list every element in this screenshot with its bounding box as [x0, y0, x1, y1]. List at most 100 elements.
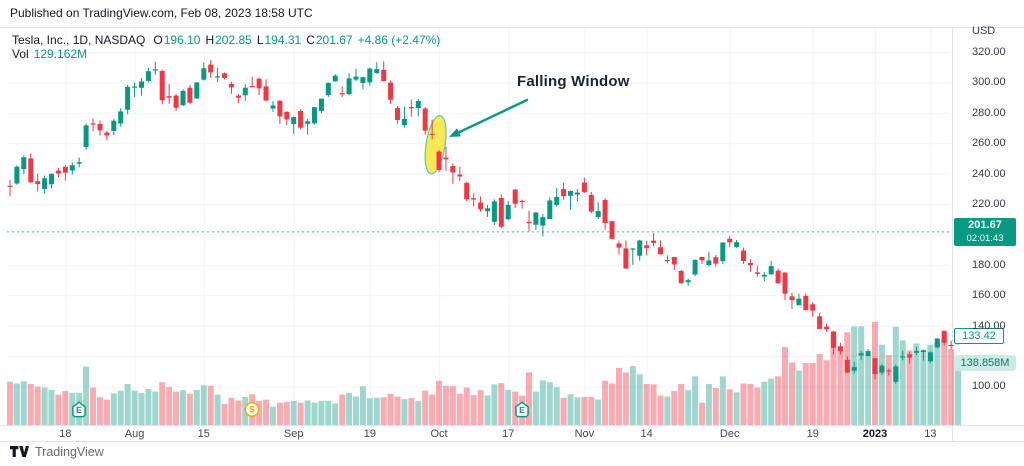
candle-body	[139, 81, 144, 88]
candle-body	[920, 350, 926, 352]
volume-bar	[200, 385, 207, 425]
volume-bar	[657, 395, 664, 425]
legend-row-main: Tesla, Inc., 1D, NASDAQ O196.10 H202.85 L1…	[12, 33, 440, 47]
volume-bar	[948, 349, 955, 425]
svg-text:E: E	[76, 405, 82, 415]
candlestick-series	[7, 60, 961, 384]
candle-body	[339, 93, 345, 95]
candle-body	[568, 191, 573, 196]
volume-bar	[443, 385, 449, 425]
candle-body	[353, 76, 359, 80]
published-banner: Published on TradingView.com, Feb 08, 20…	[10, 6, 313, 20]
candle-body	[685, 280, 691, 283]
tradingview-logo-icon	[10, 446, 29, 457]
candle-body	[533, 212, 539, 225]
falling-window-annotation: Falling Window	[517, 73, 630, 90]
time-axis[interactable]: 18 Aug 15 Sep 19 Oct 17 Nov 14 Dec 19 2023 13	[0, 425, 952, 441]
volume-bar	[276, 402, 283, 425]
volume-bar	[906, 350, 913, 425]
last-close-badge: 133.42	[954, 327, 1004, 344]
candle-body	[429, 133, 435, 136]
volume-bar	[705, 384, 712, 425]
candle-body	[215, 76, 221, 78]
volume-bar	[865, 355, 872, 425]
price-axis[interactable]: USD 201.67 02:01:43 133.42 138.858M 320.…	[952, 25, 1024, 441]
svg-text:E: E	[519, 405, 525, 415]
volume-bar	[408, 397, 415, 425]
candle-body	[637, 240, 643, 256]
price-tick-label: 100.00	[972, 380, 1006, 393]
volume-bar	[837, 350, 844, 425]
time-tick-label: 14	[640, 428, 653, 440]
candle-body	[630, 248, 636, 250]
candle-body	[194, 82, 200, 99]
ohlc-values: O196.10 H202.85 L194.31 C201.67	[153, 33, 352, 47]
time-tick-label: 2023	[862, 428, 888, 440]
time-tick-label: 18	[59, 428, 72, 440]
volume-bar	[692, 376, 699, 425]
volume-bar	[574, 397, 581, 425]
volume-bar	[802, 363, 809, 425]
candle-body	[478, 202, 484, 210]
candle-body	[401, 118, 407, 126]
candle-body	[187, 87, 193, 103]
candle-body	[540, 217, 546, 226]
candle-body	[907, 354, 913, 358]
earnings-marker[interactable]: E	[514, 401, 530, 419]
candle-body	[644, 245, 650, 249]
volume-bar	[138, 392, 145, 425]
candle-body	[69, 165, 75, 171]
volume-axis-badge: 138.858M	[954, 355, 1016, 372]
volume-bar	[7, 381, 13, 425]
volume-bar	[463, 387, 470, 425]
candle-body	[485, 208, 490, 212]
candle-body	[132, 86, 138, 88]
candle-body	[14, 166, 20, 184]
volume-bar	[768, 378, 775, 425]
volume-bar	[789, 362, 795, 425]
volume-bar	[145, 388, 152, 425]
volume-bar	[920, 349, 927, 425]
volume-bar	[685, 390, 692, 425]
candle-body	[699, 257, 705, 261]
volume-bar	[560, 397, 567, 425]
volume-bar	[449, 386, 456, 425]
candle-body	[720, 242, 726, 262]
volume-bar	[290, 400, 297, 425]
earnings-marker[interactable]: E	[71, 401, 87, 419]
split-marker[interactable]: $	[244, 401, 260, 419]
volume-bar	[366, 398, 373, 425]
volume-bar	[27, 384, 34, 425]
volume-bar	[526, 372, 532, 425]
candle-body	[844, 359, 850, 373]
tradingview-logo-link[interactable]: TradingView	[10, 445, 104, 459]
candle-body	[62, 166, 68, 173]
candle-body	[602, 200, 608, 223]
volume-bar	[304, 400, 311, 425]
candle-body	[457, 174, 463, 177]
time-tick-label: 19	[363, 428, 376, 440]
volume-bar	[712, 388, 719, 425]
volume-bar	[650, 384, 657, 425]
candle-body	[312, 107, 317, 124]
time-tick-label: 15	[197, 428, 210, 440]
candle-body	[235, 95, 241, 98]
volume-bar	[858, 326, 865, 425]
volume-bar	[429, 394, 436, 425]
candle-body	[803, 295, 809, 311]
volume-bar	[110, 393, 117, 425]
volume-bar	[387, 393, 394, 425]
price-tick-label: 180.00	[972, 258, 1006, 271]
current-price-badge: 201.67 02:01:43	[954, 218, 1016, 247]
candle-body	[554, 197, 560, 205]
candle-body	[872, 358, 878, 375]
volume-bar	[913, 343, 920, 425]
candle-body	[7, 185, 13, 187]
time-tick-label: Sep	[283, 428, 304, 440]
candle-body	[623, 248, 629, 269]
volume-bar	[809, 363, 816, 425]
footer: TradingView	[10, 445, 104, 459]
candle-body	[256, 78, 262, 89]
volume-bar	[263, 399, 269, 425]
